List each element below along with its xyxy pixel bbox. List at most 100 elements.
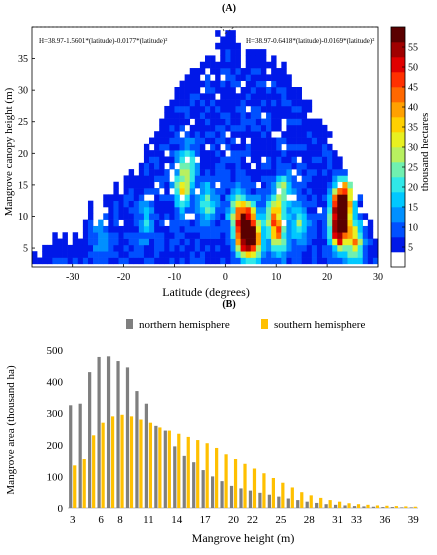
heatmap-cell xyxy=(128,175,135,183)
heatmap-cell xyxy=(205,207,211,214)
heatmap-cell xyxy=(301,244,308,252)
heatmap-cell xyxy=(118,238,124,246)
heatmap-cell xyxy=(316,175,323,183)
heatmap-cell xyxy=(164,200,170,208)
heatmap-cell xyxy=(82,219,89,227)
heatmap-cell xyxy=(255,74,262,81)
colorbar-segment xyxy=(391,222,405,238)
heatmap-cell xyxy=(62,232,68,239)
heatmap-cell xyxy=(215,156,221,164)
heatmap-cell xyxy=(179,244,185,252)
heatmap-cell xyxy=(225,105,231,113)
heatmap-cell xyxy=(301,194,308,201)
heatmap-cell xyxy=(143,244,150,252)
heatmap-cell xyxy=(260,137,267,145)
heatmap-cell xyxy=(169,124,175,132)
heatmap-cell xyxy=(281,150,287,157)
heatmap-cell xyxy=(82,251,89,258)
heatmap-cell xyxy=(154,188,160,195)
heatmap-cell xyxy=(159,162,165,170)
heatmap-cell xyxy=(276,169,282,176)
heatmap-cell xyxy=(245,118,252,126)
heatmap-cell xyxy=(306,156,313,164)
heatmap-cell xyxy=(220,251,226,258)
y-tick-label: 20 xyxy=(18,149,28,160)
heatmap-cell xyxy=(301,105,308,113)
bar-southern xyxy=(148,422,153,508)
heatmap-cell xyxy=(205,219,211,227)
heatmap-cell xyxy=(260,118,267,126)
heatmap-cell xyxy=(184,74,191,81)
heatmap-cell xyxy=(337,200,343,208)
heatmap-cell xyxy=(342,200,348,208)
heatmap-cell xyxy=(52,257,58,265)
heatmap-cell xyxy=(194,225,201,233)
heatmap-cell xyxy=(164,137,170,145)
heatmap-cell xyxy=(235,49,241,56)
heatmap-cell xyxy=(230,181,236,189)
heatmap-cell xyxy=(138,244,145,252)
heatmap-cell xyxy=(159,225,165,233)
bar-northern xyxy=(239,488,243,508)
heatmap-cell xyxy=(337,244,343,252)
heatmap-cell xyxy=(260,225,267,233)
heatmap-cell xyxy=(255,68,262,75)
heatmap-cell xyxy=(215,150,221,157)
panel-a-frame xyxy=(31,26,379,268)
bar-southern xyxy=(309,495,313,508)
heatmap-cell xyxy=(174,87,180,94)
heatmap-cell xyxy=(220,200,226,208)
bar-northern xyxy=(286,498,290,508)
heatmap-cell xyxy=(245,150,252,157)
heatmap-cell xyxy=(311,150,318,157)
heatmap-cell xyxy=(169,219,175,227)
heatmap-cell xyxy=(225,188,231,195)
heatmap-cell xyxy=(215,87,221,94)
heatmap-cell xyxy=(174,213,180,220)
heatmap-cell xyxy=(159,169,165,176)
legend-swatch-southern xyxy=(261,319,268,329)
heatmap-cell xyxy=(98,244,104,252)
heatmap-cell xyxy=(245,112,252,119)
heatmap-cell xyxy=(174,105,180,113)
heatmap-cell xyxy=(52,238,58,246)
heatmap-cell xyxy=(250,232,257,239)
heatmap-cell xyxy=(98,219,104,227)
heatmap-cell xyxy=(245,68,252,75)
heatmap-cell xyxy=(210,200,216,208)
heatmap-cell xyxy=(230,68,236,75)
heatmap-cell xyxy=(205,131,211,138)
heatmap-cell xyxy=(240,118,247,126)
heatmap-cell xyxy=(235,200,241,208)
heatmap-cell xyxy=(245,87,252,94)
heatmap-cell xyxy=(306,118,313,126)
heatmap-cell xyxy=(357,251,364,258)
heatmap-cell xyxy=(276,150,282,157)
heatmap-cell xyxy=(169,181,175,189)
equation-south: H=38.97-1.5601*(latitude)-0.0177*(latitu… xyxy=(39,37,167,45)
heatmap-cell xyxy=(286,74,292,81)
heatmap-cell xyxy=(271,61,277,69)
heatmap-cell xyxy=(327,251,333,258)
heatmap-cell xyxy=(327,238,333,246)
heatmap-cell xyxy=(286,238,292,246)
heatmap-cell xyxy=(281,238,287,246)
heatmap-cell xyxy=(311,219,318,227)
heatmap-cell xyxy=(210,87,216,94)
heatmap-cell xyxy=(332,175,338,183)
heatmap-cell xyxy=(118,257,124,265)
heatmap-cell xyxy=(250,238,257,246)
heatmap-cell xyxy=(133,244,140,252)
heatmap-cell xyxy=(255,143,262,151)
heatmap-cell xyxy=(357,200,364,208)
heatmap-cell xyxy=(235,207,241,214)
heatmap-cell xyxy=(352,238,358,246)
heatmap-cell xyxy=(347,244,353,252)
heatmap-cell xyxy=(276,251,282,258)
heatmap-cell xyxy=(154,225,160,233)
heatmap-cell xyxy=(235,188,241,195)
heatmap-cell xyxy=(235,118,241,126)
heatmap-cell xyxy=(159,156,165,164)
heatmap-cell xyxy=(281,175,287,183)
heatmap-cell xyxy=(87,200,94,208)
